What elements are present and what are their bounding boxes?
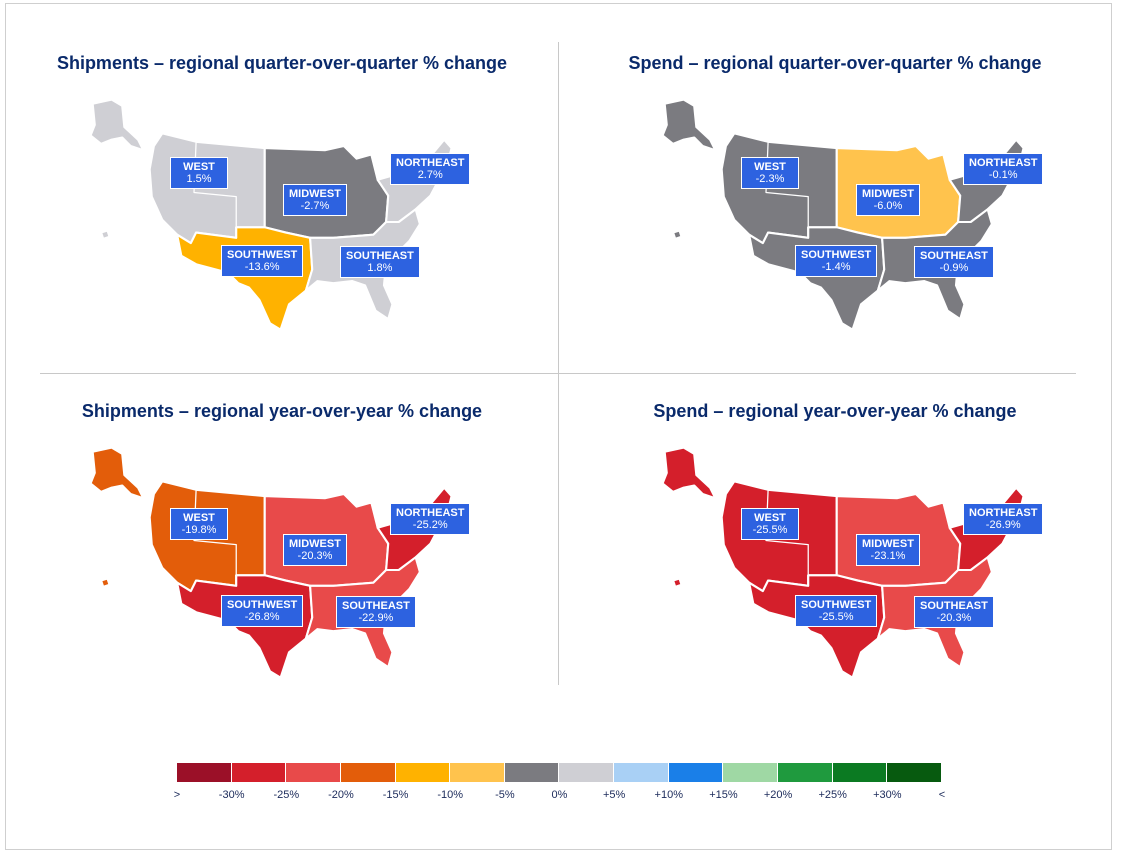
- legend-swatch: [887, 763, 942, 782]
- region-hawaii: [672, 229, 683, 240]
- label-midwest: MIDWEST -6.0%: [856, 184, 920, 216]
- label-midwest: MIDWEST -20.3%: [283, 534, 347, 566]
- label-west: WEST 1.5%: [170, 157, 228, 189]
- label-northeast: NORTHEAST -25.2%: [390, 503, 471, 535]
- legend-tick-label: +10%: [654, 789, 684, 801]
- map-shipments-yoy: [89, 446, 453, 679]
- map-spend-qoq: [661, 98, 1025, 331]
- figure-frame: [5, 3, 1112, 850]
- legend-tick-label: >: [173, 789, 181, 801]
- label-southeast: SOUTHEAST 1.8%: [340, 246, 420, 278]
- legend-swatch: [614, 763, 669, 782]
- legend-swatch: [286, 763, 341, 782]
- region-hawaii: [672, 577, 683, 588]
- legend-tick-label: +20%: [763, 789, 793, 801]
- vertical-divider: [558, 42, 559, 685]
- legend-tick-label: -30%: [218, 789, 245, 801]
- legend-swatch: [231, 763, 287, 782]
- region-alaska: [661, 98, 717, 152]
- legend-tick-label: -15%: [382, 789, 409, 801]
- legend-tick-label: +15%: [709, 789, 738, 801]
- color-scale-legend: [177, 763, 942, 783]
- legend-tick-label: -10%: [437, 789, 464, 801]
- region-hawaii: [100, 229, 111, 240]
- legend-tick-label: +5%: [602, 789, 626, 801]
- label-southeast: SOUTHEAST -20.3%: [914, 596, 994, 628]
- panel-title-spend-yoy: Spend – regional year-over-year % change: [653, 401, 1017, 421]
- label-southeast: SOUTHEAST -22.9%: [336, 596, 416, 628]
- map-shipments-qoq: [89, 98, 453, 331]
- label-midwest: MIDWEST -23.1%: [856, 534, 920, 566]
- horizontal-divider: [40, 373, 1076, 374]
- label-west: WEST -25.5%: [741, 508, 799, 540]
- legend-swatch: [723, 763, 779, 782]
- legend-swatch: [832, 763, 888, 782]
- map-spend-yoy: [661, 446, 1025, 679]
- legend-tick-label: -20%: [328, 789, 354, 801]
- legend-swatch: [340, 763, 396, 782]
- legend-tick-label: -25%: [273, 789, 300, 801]
- region-southwest: [748, 226, 886, 331]
- label-northeast: NORTHEAST -26.9%: [963, 503, 1044, 535]
- label-northeast: NORTHEAST 2.7%: [390, 153, 471, 185]
- label-southwest: SOUTHWEST -26.8%: [221, 595, 304, 627]
- legend-swatch: [450, 763, 505, 782]
- label-southwest: SOUTHWEST -13.6%: [221, 245, 304, 277]
- label-west: WEST -19.8%: [170, 508, 228, 540]
- label-southwest: SOUTHWEST -1.4%: [795, 245, 878, 277]
- panel-title-spend-qoq: Spend – regional quarter-over-quarter % …: [628, 53, 1042, 73]
- region-alaska: [89, 98, 145, 152]
- legend-swatch: [504, 763, 560, 782]
- legend-swatch: [559, 763, 615, 782]
- legend-tick-label: 0%: [551, 789, 568, 801]
- region-alaska: [89, 446, 145, 500]
- label-northeast: NORTHEAST -0.1%: [963, 153, 1044, 185]
- legend-tick-labels: > -30% -25% -20% -15% -10% -5% 0% +5% +10% +15% +20…: [173, 789, 946, 803]
- region-alaska: [661, 446, 717, 500]
- legend-swatch: [778, 763, 833, 782]
- legend-tick-label: +30%: [873, 789, 902, 801]
- legend-swatch: [668, 763, 724, 782]
- label-west: WEST -2.3%: [741, 157, 799, 189]
- legend-swatch: [177, 763, 232, 782]
- region-southwest: [176, 226, 314, 331]
- region-hawaii: [100, 577, 111, 588]
- panel-title-shipments-yoy: Shipments – regional year-over-year % ch…: [81, 401, 483, 421]
- label-southwest: SOUTHWEST -25.5%: [795, 595, 878, 627]
- panel-title-shipments-qoq: Shipments – regional quarter-over-quarte…: [56, 53, 508, 73]
- legend-swatch: [395, 763, 451, 782]
- legend-tick-label: +25%: [818, 789, 847, 801]
- legend-tick-label: <: [938, 789, 946, 801]
- label-midwest: MIDWEST -2.7%: [283, 184, 347, 216]
- legend-tick-label: -5%: [495, 789, 515, 801]
- label-southeast: SOUTHEAST -0.9%: [914, 246, 994, 278]
